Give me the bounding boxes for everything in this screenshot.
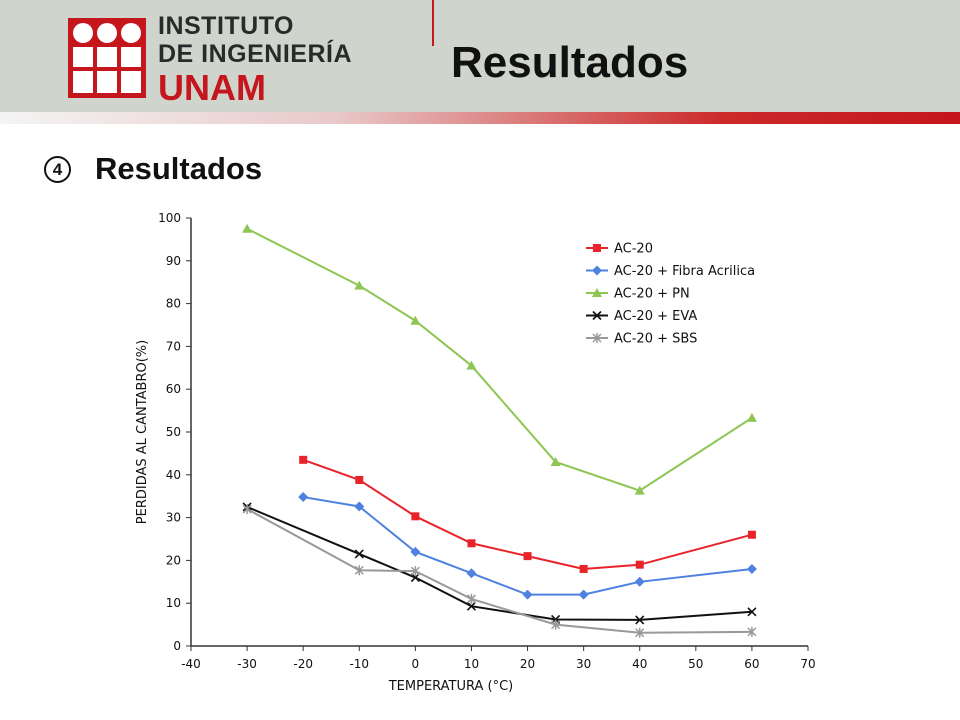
legend-label-ac-20: AC-20	[614, 242, 653, 257]
series-ac-20-pn	[242, 223, 757, 495]
data-point-ac-20-fibra-acrilica	[298, 492, 309, 503]
series-ac-20	[299, 455, 756, 573]
circled-number-bullet: 4	[44, 156, 71, 183]
y-tick-label: 20	[166, 553, 181, 567]
legend-marker-ac-20-pn	[592, 288, 602, 297]
x-tick-label: 10	[464, 657, 479, 671]
series-line-ac-20	[302, 458, 753, 570]
data-point-ac-20-fibra-acrilica	[634, 576, 645, 587]
data-point-ac-20-sbs	[551, 619, 561, 630]
x-tick-label: 70	[800, 657, 815, 671]
y-tick-label: 90	[166, 254, 181, 268]
data-point-ac-20-pn	[242, 223, 253, 233]
data-point-ac-20	[747, 530, 756, 539]
y-tick-label: 100	[158, 211, 181, 225]
x-tick-label: 40	[632, 657, 647, 671]
y-tick-label: 50	[166, 425, 181, 439]
data-point-ac-20-pn	[354, 280, 365, 290]
data-point-ac-20	[635, 560, 644, 569]
data-point-ac-20	[523, 552, 532, 561]
data-point-ac-20-fibra-acrilica	[522, 589, 533, 600]
series-ac-20-fibra-acrilica	[298, 492, 757, 600]
institution-name: INSTITUTO DE INGENIERÍA UNAM	[158, 14, 352, 106]
logo-line-1: INSTITUTO	[158, 12, 294, 40]
logo-line-3: UNAM	[158, 67, 266, 108]
data-point-ac-20	[355, 475, 364, 484]
legend-marker-ac-20-eva	[592, 310, 602, 321]
series-line-ac-20-fibra-acrilica	[303, 496, 753, 596]
data-point-ac-20-fibra-acrilica	[578, 589, 589, 600]
header-divider	[432, 0, 434, 46]
x-tick-label: 50	[688, 657, 703, 671]
series-ac-20-sbs	[242, 504, 757, 638]
legend-box	[576, 232, 808, 357]
y-tick-label: 10	[166, 596, 181, 610]
header-accent-bar	[0, 112, 960, 124]
x-tick-label: 60	[744, 657, 759, 671]
data-point-ac-20	[411, 512, 420, 521]
y-tick-label: 70	[166, 339, 181, 353]
legend-marker-ac-20-fibra-acrilica	[592, 265, 602, 276]
x-tick-label: 20	[520, 657, 535, 671]
logo-line-2: DE INGENIERÍA	[158, 40, 353, 68]
y-tick-label: 0	[173, 639, 181, 653]
x-tick-label: -20	[293, 657, 313, 671]
x-axis-label: TEMPERATURA (°C)	[388, 679, 514, 694]
x-tick-label: 30	[576, 657, 591, 671]
data-point-ac-20	[299, 455, 308, 464]
data-point-ac-20-eva	[354, 549, 364, 559]
data-point-ac-20-pn	[466, 360, 477, 370]
section-heading: 4 Resultados	[44, 151, 262, 187]
data-point-ac-20	[579, 564, 588, 573]
data-point-ac-20-eva	[747, 607, 757, 617]
data-point-ac-20-pn	[410, 315, 421, 325]
data-point-ac-20-sbs	[242, 504, 252, 515]
data-point-ac-20-eva	[466, 601, 477, 611]
results-chart: 0 10 20 30 40 50 60 70 80 90 100 -40 -30 -20 -10 0 10 20 3…	[128, 200, 840, 697]
legend-label-ac-20-eva: AC-20 + EVA	[614, 309, 697, 324]
header-band	[0, 0, 960, 112]
x-tick-label: 0	[412, 657, 420, 671]
y-tick-label: 80	[166, 297, 181, 311]
x-tick-label: -30	[237, 657, 257, 671]
y-tick-label: 60	[166, 382, 181, 396]
data-point-ac-20-pn	[746, 412, 757, 422]
y-axis-label: PERDIDAS AL CANTABRO(%)	[135, 340, 150, 524]
legend-marker-ac-20	[593, 244, 601, 252]
y-tick-label: 40	[166, 468, 181, 482]
x-tick-label: -10	[349, 657, 369, 671]
data-point-ac-20	[467, 539, 476, 548]
legend-label-ac-20-pn: AC-20 + PN	[614, 287, 690, 302]
x-tick-label: -40	[181, 657, 201, 671]
data-point-ac-20-pn	[634, 485, 645, 495]
section-heading-text: Resultados	[95, 151, 263, 186]
data-point-ac-20-fibra-acrilica	[466, 568, 477, 579]
data-point-ac-20-sbs	[466, 593, 476, 604]
data-point-ac-20-fibra-acrilica	[410, 546, 421, 557]
unam-logo-icon	[68, 18, 146, 98]
data-point-ac-20-sbs	[354, 565, 364, 576]
data-point-ac-20-pn	[550, 456, 561, 466]
data-point-ac-20-fibra-acrilica	[746, 563, 757, 574]
legend-label-ac-20-fibra-acrilica: AC-20 + Fibra Acrilica	[614, 264, 755, 279]
page-title: Resultados	[451, 38, 689, 87]
y-tick-label: 30	[166, 511, 181, 525]
data-point-ac-20-sbs	[747, 626, 757, 637]
data-point-ac-20-sbs	[635, 627, 645, 638]
legend-label-ac-20-sbs: AC-20 + SBS	[614, 332, 697, 347]
legend-marker-ac-20-sbs	[592, 333, 602, 343]
data-point-ac-20-eva	[410, 572, 420, 583]
line-chart: 0 10 20 30 40 50 60 70 80 90 100 -40 -30 -20 -10 0 10 20 3…	[128, 200, 840, 697]
data-point-ac-20-fibra-acrilica	[354, 501, 365, 512]
data-point-ac-20-sbs	[410, 566, 420, 577]
data-point-ac-20-eva	[635, 615, 645, 625]
